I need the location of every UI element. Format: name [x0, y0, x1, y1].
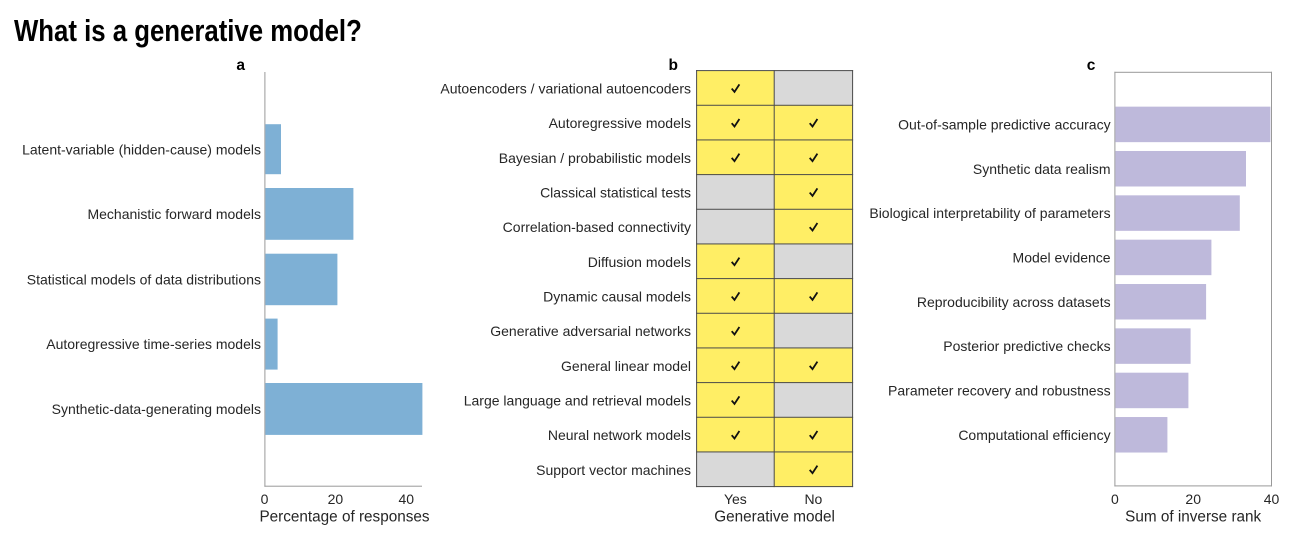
svg-text:Generative model: Generative model — [714, 509, 835, 526]
svg-text:40: 40 — [399, 491, 415, 507]
svg-text:Reproducibility across dataset: Reproducibility across datasets — [917, 294, 1111, 310]
svg-text:0: 0 — [1111, 491, 1119, 507]
svg-text:Statistical models of data dis: Statistical models of data distributions — [27, 272, 261, 288]
svg-text:a: a — [236, 57, 245, 74]
svg-text:Autoregressive time-series mod: Autoregressive time-series models — [46, 336, 261, 352]
svg-text:Neural network models: Neural network models — [548, 427, 691, 443]
svg-text:Model evidence: Model evidence — [1013, 250, 1111, 266]
svg-text:Bayesian / probabilistic model: Bayesian / probabilistic models — [499, 150, 691, 166]
svg-text:20: 20 — [1185, 491, 1201, 507]
svg-text:Diffusion models: Diffusion models — [588, 254, 691, 270]
svg-text:General linear model: General linear model — [561, 358, 691, 374]
svg-text:Latent-variable (hidden-cause): Latent-variable (hidden-cause) models — [22, 141, 261, 157]
svg-text:0: 0 — [261, 491, 269, 507]
svg-text:40: 40 — [1264, 491, 1280, 507]
svg-text:Sum of inverse rank: Sum of inverse rank — [1125, 509, 1261, 526]
svg-text:Parameter recovery and robustn: Parameter recovery and robustness — [888, 383, 1111, 399]
svg-text:Classical statistical tests: Classical statistical tests — [540, 184, 691, 200]
svg-text:Posterior predictive checks: Posterior predictive checks — [943, 338, 1110, 354]
svg-text:Computational efficiency: Computational efficiency — [958, 427, 1110, 443]
svg-text:b: b — [668, 57, 677, 74]
svg-text:c: c — [1087, 57, 1096, 74]
svg-text:Large language and retrieval m: Large language and retrieval models — [464, 392, 691, 408]
svg-text:Autoregressive models: Autoregressive models — [549, 115, 691, 131]
svg-text:Out-of-sample predictive accur: Out-of-sample predictive accuracy — [898, 117, 1110, 133]
svg-text:Dynamic causal models: Dynamic causal models — [543, 288, 691, 304]
svg-text:No: No — [804, 491, 822, 507]
svg-text:Synthetic data realism: Synthetic data realism — [973, 161, 1111, 177]
svg-text:Support vector machines: Support vector machines — [536, 462, 691, 478]
svg-text:Generative adversarial network: Generative adversarial networks — [490, 323, 691, 339]
svg-text:Synthetic-data-generating mode: Synthetic-data-generating models — [52, 401, 261, 417]
svg-text:Autoencoders / variational aut: Autoencoders / variational autoencoders — [440, 80, 691, 96]
svg-text:Percentage of responses: Percentage of responses — [259, 509, 429, 526]
svg-text:Correlation-based connectivity: Correlation-based connectivity — [503, 219, 691, 235]
svg-text:Mechanistic forward models: Mechanistic forward models — [87, 206, 261, 222]
svg-text:Biological interpretability of: Biological interpretability of parameter… — [869, 205, 1110, 221]
svg-text:Yes: Yes — [724, 491, 747, 507]
svg-text:20: 20 — [328, 491, 344, 507]
svg-text:What is a generative model?: What is a generative model? — [14, 13, 362, 48]
